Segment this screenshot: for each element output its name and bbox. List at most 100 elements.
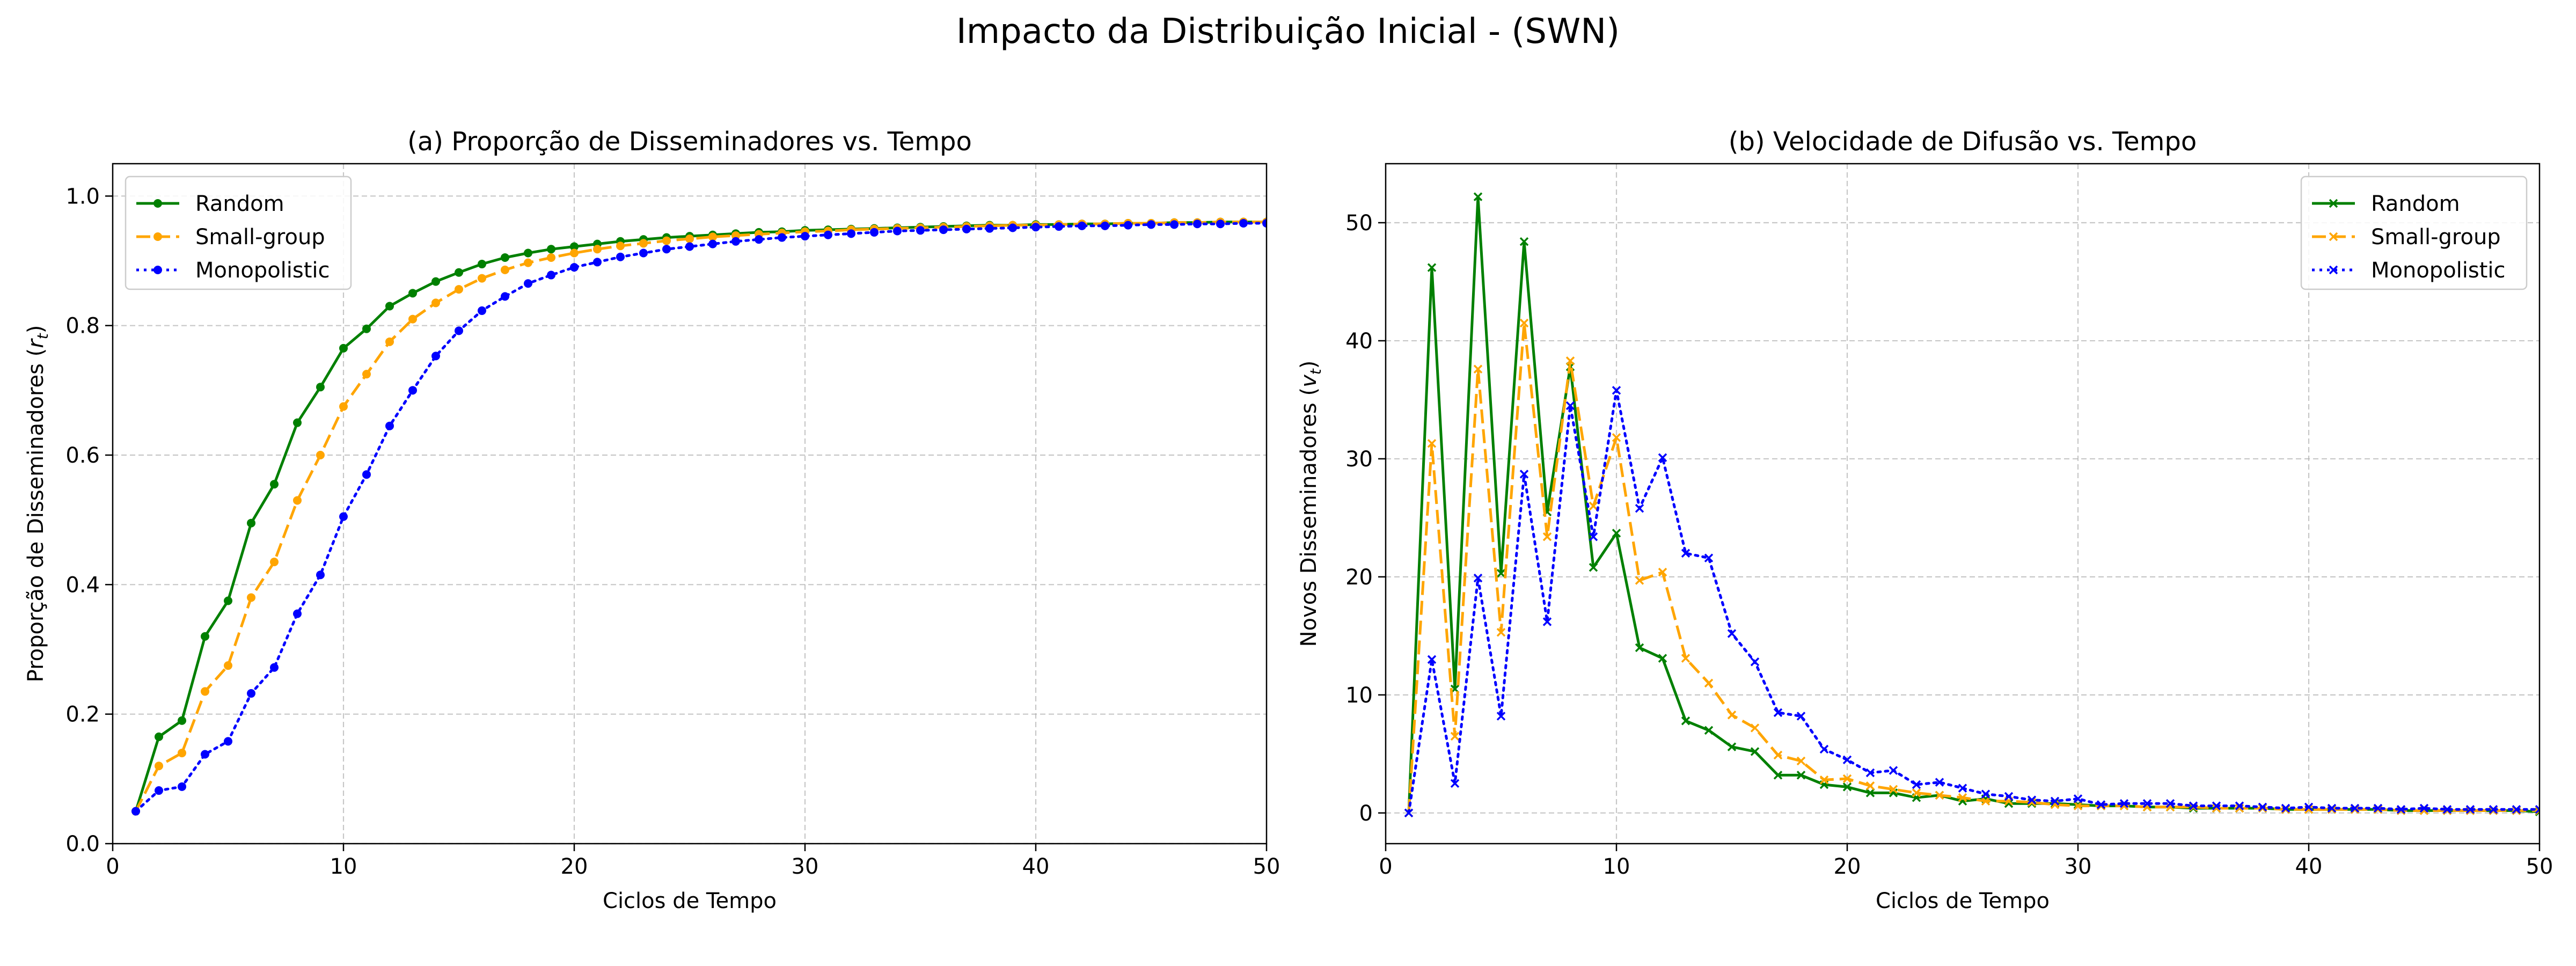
data-point: [662, 236, 671, 245]
data-point: [1681, 716, 1690, 726]
data-point: [1008, 223, 1017, 232]
x-tick-label: 10: [330, 854, 357, 879]
data-point: [593, 245, 602, 254]
data-point: [1842, 782, 1852, 792]
data-point: [1935, 778, 1944, 787]
data-point: [1658, 654, 1667, 663]
figure-title: Impacto da Distribuição Inicial - (SWN): [956, 12, 1620, 52]
data-point: [1750, 723, 1760, 733]
data-point: [1427, 439, 1437, 448]
data-point: [570, 242, 579, 251]
legend: Random Small-group Monopolistic: [2300, 175, 2528, 290]
x-tick-label: 40: [1022, 854, 1050, 879]
data-point: [1519, 237, 1529, 246]
data-point: [455, 285, 463, 294]
data-point: [685, 234, 694, 243]
x-tick-label: 0: [1379, 854, 1392, 879]
data-point: [1496, 712, 1506, 721]
data-point: [731, 237, 740, 246]
data-point: [2119, 799, 2129, 808]
data-point: [2304, 802, 2314, 812]
data-point: [224, 596, 232, 605]
data-point: [1981, 796, 1990, 806]
y-tick-label: 0: [1359, 801, 1373, 826]
data-point: [1704, 553, 1714, 562]
data-point: [1819, 775, 1829, 785]
data-point: [431, 298, 440, 308]
data-point: [316, 451, 325, 459]
data-point: [708, 239, 717, 248]
data-point: [1704, 726, 1714, 735]
data-point: [224, 661, 232, 670]
data-point: [316, 383, 325, 392]
y-tick-label: 30: [1345, 447, 1373, 472]
data-point: [316, 570, 325, 580]
data-point: [1496, 569, 1506, 578]
data-point: [155, 786, 163, 795]
data-point: [1612, 433, 1621, 442]
data-point: [2281, 803, 2290, 813]
data-point: [1589, 563, 1598, 572]
data-point: [362, 470, 371, 479]
data-point: [385, 337, 394, 346]
data-point: [1842, 774, 1852, 784]
data-point: [870, 228, 879, 237]
data-point: [2350, 803, 2360, 813]
data-point: [639, 239, 648, 248]
plot-area: [1404, 192, 2540, 818]
data-point: [1612, 386, 1621, 395]
data-point: [1681, 548, 1690, 558]
data-point: [1450, 731, 1460, 741]
x-tick-label: 50: [2526, 854, 2553, 879]
data-point: [1589, 501, 1598, 511]
y-tick-label: 1.0: [65, 184, 100, 209]
data-point: [801, 232, 809, 241]
data-point: [524, 258, 532, 267]
data-point: [1912, 788, 1921, 797]
data-point: [1958, 793, 1967, 802]
chart-title: (b) Velocidade de Difusão vs. Tempo: [1729, 127, 2197, 157]
data-point: [339, 402, 348, 411]
data-point: [1565, 401, 1575, 411]
chart-title: (a) Proporção de Disseminadores vs. Temp…: [407, 127, 972, 157]
data-point: [1216, 219, 1225, 229]
data-point: [2096, 800, 2106, 809]
data-point: [547, 253, 555, 262]
data-point: [1958, 784, 1967, 793]
data-point: [339, 343, 348, 353]
x-axis-label: Ciclos de Tempo: [603, 889, 777, 913]
data-point: [1427, 263, 1437, 272]
legend-label: Random: [195, 192, 284, 216]
legend-marker: [153, 232, 162, 241]
y-tick-label: 0.4: [65, 573, 100, 597]
data-point: [2073, 801, 2083, 810]
data-point: [1124, 221, 1132, 230]
data-point: [1889, 785, 1898, 794]
y-tick-label: 0.6: [65, 443, 100, 468]
data-point: [1727, 711, 1737, 720]
data-point: [639, 248, 648, 258]
data-point: [1819, 744, 1829, 754]
data-point: [547, 245, 555, 254]
data-point: [1519, 318, 1529, 328]
legend-marker: [2329, 199, 2338, 208]
y-tick-label: 0.0: [65, 832, 100, 857]
axes-frame: [112, 163, 1268, 845]
data-point: [1658, 453, 1667, 462]
data-point: [1473, 192, 1483, 201]
y-tick-label: 10: [1345, 683, 1373, 708]
data-point: [362, 370, 371, 379]
data-point: [431, 352, 440, 361]
data-point: [2396, 804, 2406, 814]
data-point: [1473, 364, 1483, 374]
data-point: [1865, 781, 1875, 791]
data-point: [339, 512, 348, 521]
data-point: [1055, 222, 1063, 231]
data-point: [1704, 678, 1714, 688]
data-point: [2442, 804, 2452, 814]
data-point: [478, 306, 486, 315]
data-point: [1889, 788, 1898, 797]
x-tick-label: 20: [1834, 854, 1861, 879]
data-point: [478, 260, 486, 269]
data-point: [224, 737, 232, 746]
